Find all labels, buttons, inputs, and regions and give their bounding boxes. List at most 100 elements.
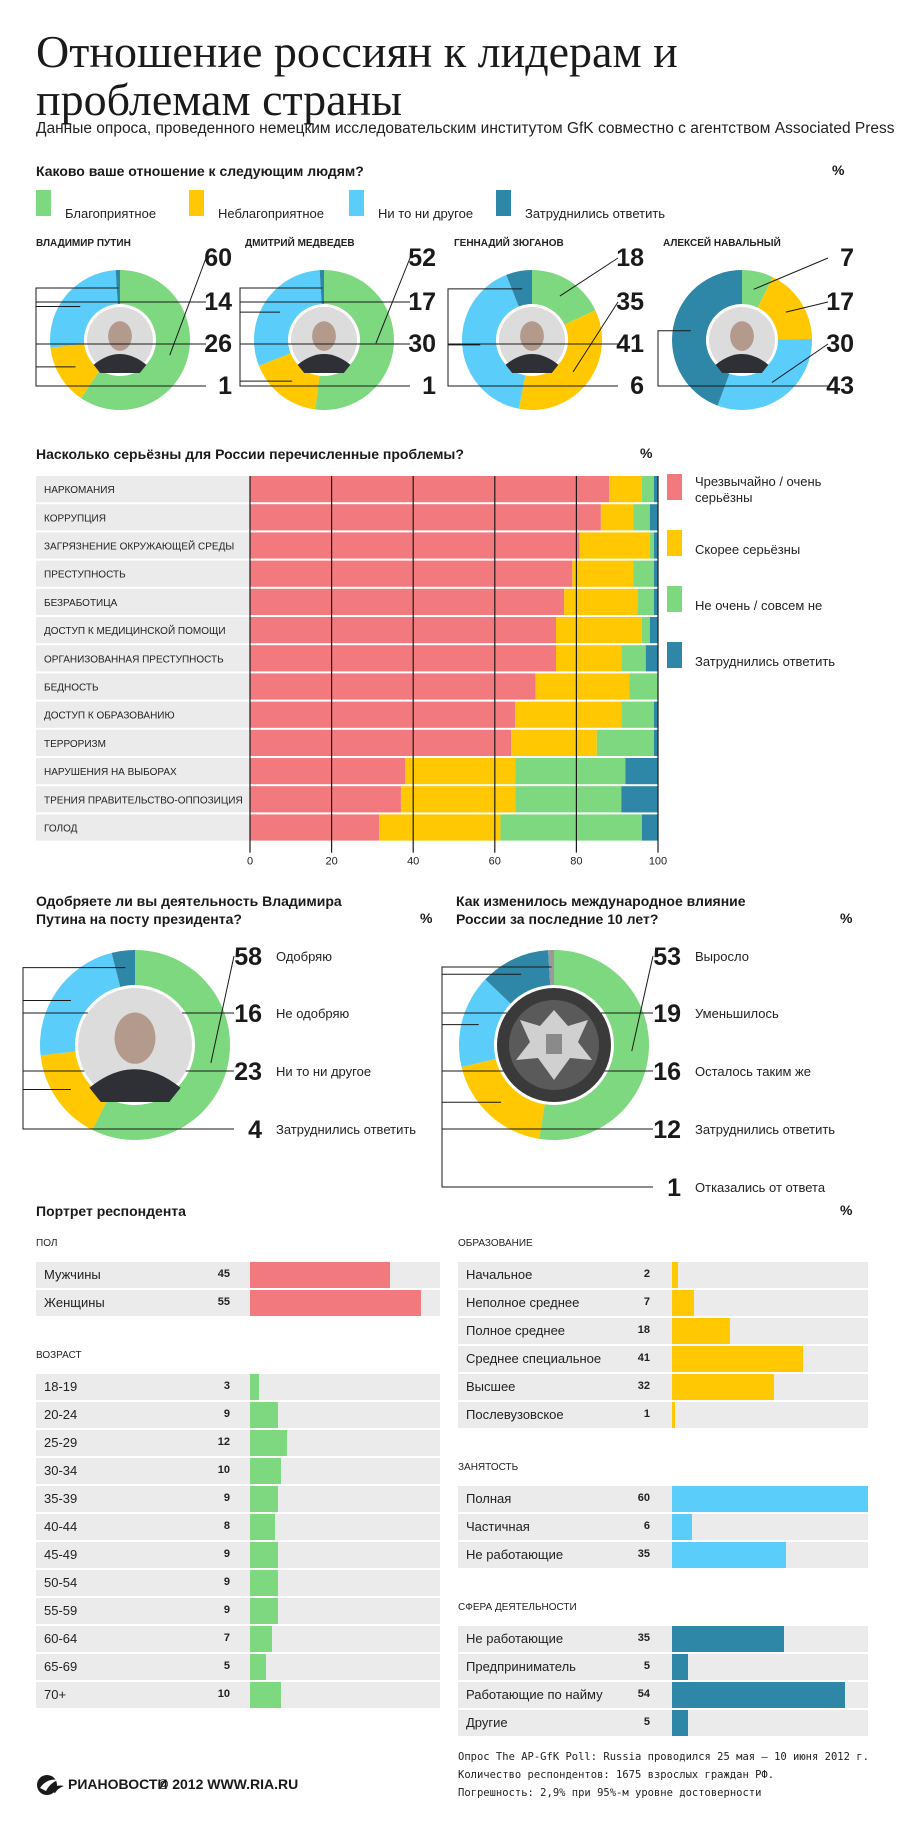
russian-emblem-icon xyxy=(497,988,611,1102)
donut-influence-slice-0 xyxy=(539,950,650,1140)
problem-bar-segment xyxy=(250,645,556,672)
problem-bar-segment xyxy=(579,532,650,559)
leader-line xyxy=(771,343,829,383)
portrait-value: 12 xyxy=(217,1436,230,1448)
portrait-row-band xyxy=(458,1654,672,1680)
portrait-row-track xyxy=(250,1374,440,1400)
value-label-influence-1: 19 xyxy=(653,1000,681,1028)
problem-bar-segment xyxy=(250,560,573,587)
donut-influence-slice-1 xyxy=(461,1058,545,1139)
problem-bar-segment xyxy=(621,645,646,672)
portrait-row-track xyxy=(250,1486,440,1512)
problem-bar-segment xyxy=(250,476,610,503)
portrait-value: 3 xyxy=(223,1380,230,1392)
category-label-influence-2: Осталось таким же xyxy=(695,1064,811,1079)
portrait-bar xyxy=(250,1430,288,1456)
portrait-row-track xyxy=(250,1542,440,1568)
donut-medvedev-slice-3 xyxy=(319,270,324,305)
leader-line xyxy=(375,257,411,344)
portrait-row-band xyxy=(36,1486,250,1512)
problem-bar-segment xyxy=(572,560,634,587)
portrait-bar xyxy=(672,1374,775,1400)
portrait-row-band xyxy=(36,1514,250,1540)
donut-zyuganov-slice-0 xyxy=(532,270,596,325)
copyright: © 2012 WWW.RIA.RU xyxy=(158,1776,299,1792)
leader-line xyxy=(169,257,207,356)
legend-swatch-favorable xyxy=(36,190,51,216)
legend-label-rather-serious: Скорее серьёзны xyxy=(695,542,801,557)
donut-zyuganov-slice-1 xyxy=(518,310,603,410)
problem-label-12: ГОЛОД xyxy=(44,824,78,835)
portrait-value: 2 xyxy=(643,1268,650,1280)
problem-row-band xyxy=(36,729,250,756)
problem-row-band xyxy=(36,560,250,587)
value-label-approval-1: 16 xyxy=(234,1000,262,1028)
leader-line xyxy=(657,330,828,387)
portrait-row-band xyxy=(36,1290,250,1316)
category-label-influence-4: Отказались от ответа xyxy=(695,1180,826,1195)
portrait-label: 30-34 xyxy=(44,1463,78,1478)
problem-bar-segment xyxy=(641,476,654,503)
portrait-row-track xyxy=(672,1290,868,1316)
problem-bar-segment xyxy=(625,758,658,785)
problems-chart: НАРКОМАНИЯ КОРРУПЦИЯ ЗАГРЯЗНЕНИЕ ОКРУЖАЮЩЕ… xyxy=(36,476,667,868)
portrait-row-track xyxy=(672,1542,868,1568)
portrait-row-band xyxy=(36,1430,250,1456)
legend-swatch-unfavorable xyxy=(189,190,204,216)
portrait-bar xyxy=(672,1542,787,1568)
portrait-label: Женщины xyxy=(44,1295,105,1310)
donut-medvedev-slice-0 xyxy=(315,270,394,410)
portrait-percent: % xyxy=(840,1202,853,1218)
donut-putin-slice-0 xyxy=(80,270,191,411)
legend-swatch-rather-serious xyxy=(667,530,682,556)
approval-question: Одобряете ли вы деятельность Владимира П… xyxy=(36,893,342,927)
portrait-value: 35 xyxy=(637,1548,650,1560)
category-label-approval-0: Одобряю xyxy=(276,949,332,964)
problem-label-8: ДОСТУП К ОБРАЗОВАНИЮ xyxy=(44,711,175,722)
donut-approval-slice-2 xyxy=(40,952,121,1056)
portrait-row-band xyxy=(36,1262,250,1288)
donut-putin-slice-1 xyxy=(50,343,100,399)
ria-logo-icon xyxy=(36,1774,66,1796)
problem-row-band xyxy=(36,588,250,615)
portrait-row-band xyxy=(458,1514,672,1540)
footnote-sample: Количество респондентов: 1675 взрослых г… xyxy=(458,1769,775,1781)
portrait-bar xyxy=(672,1486,868,1512)
leader-name-zyuganov: Геннадий Зюганов xyxy=(454,238,564,249)
donut-navalny-slice-2 xyxy=(717,338,813,410)
category-label-influence-1: Уменьшилось xyxy=(695,1006,779,1021)
problem-bar-segment xyxy=(400,786,516,813)
problem-row-band xyxy=(36,786,250,813)
portrait-label: 18-19 xyxy=(44,1379,78,1394)
x-tick-4: 80 xyxy=(570,856,582,868)
portrait-bar xyxy=(250,1570,278,1596)
portrait-row-band xyxy=(458,1682,672,1708)
portrait-row-band xyxy=(36,1570,250,1596)
portrait-row-track xyxy=(672,1514,868,1540)
legend-label-unfavorable: Неблагоприятное xyxy=(218,206,324,221)
portrait-label: Предприниматель xyxy=(466,1659,576,1674)
portrait-label: 70+ xyxy=(44,1687,67,1702)
problem-bar-segment xyxy=(653,729,658,756)
portrait-row-band xyxy=(458,1542,672,1568)
portrait-value: 1 xyxy=(643,1408,650,1420)
portrait-value: 60 xyxy=(637,1492,650,1504)
portrait-bar xyxy=(250,1542,278,1568)
problems-question: Насколько серьёзны для России перечислен… xyxy=(36,446,464,462)
problem-bar-segment xyxy=(645,645,658,672)
portrait-label: Не работающие xyxy=(466,1547,564,1562)
portrait-label: 60-64 xyxy=(44,1631,78,1646)
portrait-row-band xyxy=(458,1710,672,1736)
value-label-navalny-0: 7 xyxy=(840,244,854,272)
portrait-row-band xyxy=(36,1458,250,1484)
portrait-value: 8 xyxy=(223,1520,230,1532)
portrait-row-track xyxy=(672,1318,868,1344)
portrait-row-track xyxy=(250,1570,440,1596)
portrait-row-track xyxy=(672,1374,868,1400)
problem-label-3: ПРЕСТУПНОСТЬ xyxy=(44,570,126,581)
portrait-value: 5 xyxy=(223,1660,230,1672)
problem-label-7: БЕДНОСТЬ xyxy=(44,683,99,694)
portrait-bar xyxy=(672,1710,688,1736)
portrait-bar xyxy=(250,1626,272,1652)
